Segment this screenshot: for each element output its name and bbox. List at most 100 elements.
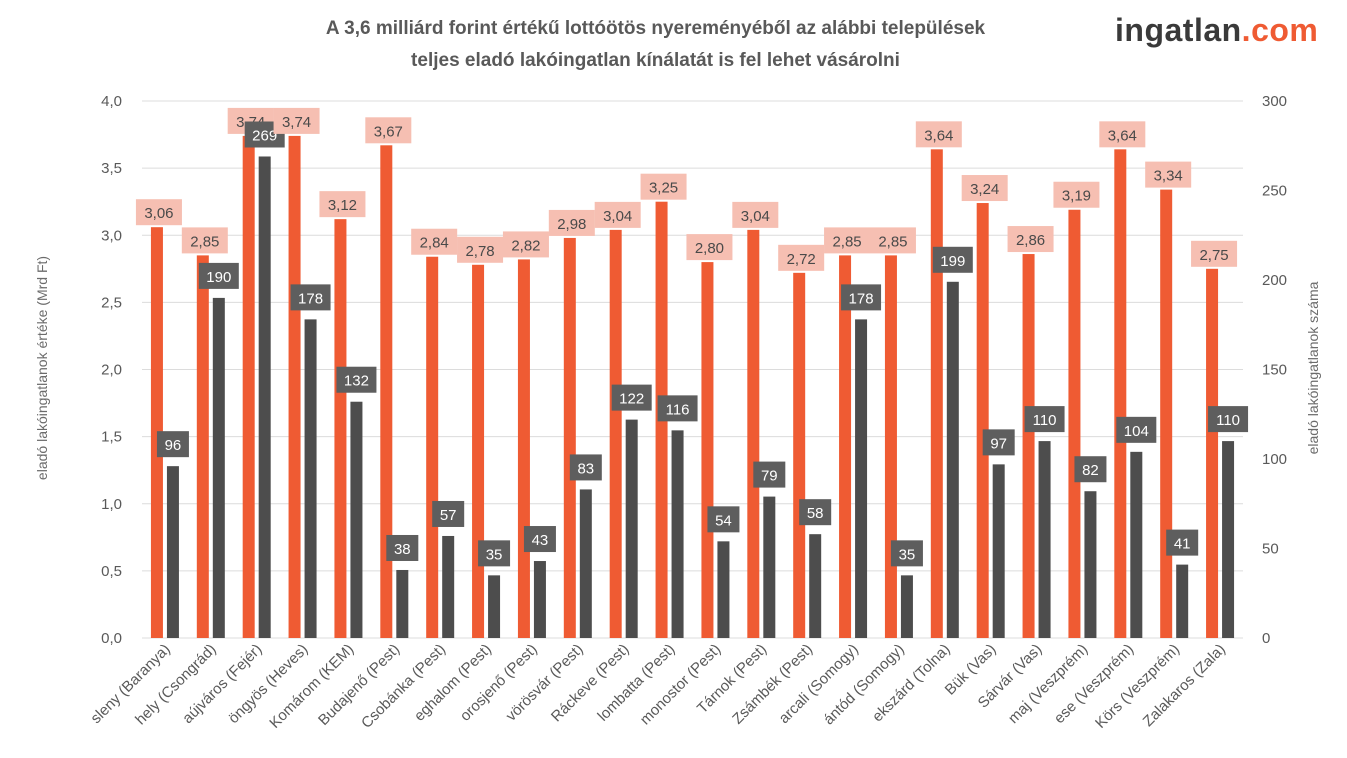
x-tick-label: monostor (Pest) xyxy=(637,641,724,728)
bar-value xyxy=(1206,268,1219,638)
data-label-value: 3,04 xyxy=(603,208,632,225)
data-label-count: 96 xyxy=(165,437,182,454)
data-label-value-bg xyxy=(502,231,549,258)
data-label-count: 97 xyxy=(990,435,1007,452)
chart-subtitle: teljes eladó lakóingatlan kínálatát is f… xyxy=(411,50,900,71)
y-tick-label: 3,0 xyxy=(101,227,122,244)
data-label-count: 79 xyxy=(761,468,778,485)
x-tick-label: öngyös (Heves) xyxy=(225,641,311,727)
bar-value xyxy=(1160,189,1173,639)
brand-suffix: .com xyxy=(1241,12,1319,48)
data-label-count-bg xyxy=(841,284,882,311)
data-label-value-bg xyxy=(1145,161,1192,188)
bar-count xyxy=(900,575,913,638)
bar-value xyxy=(196,255,209,638)
x-tick-label: sleny (Baranya) xyxy=(87,641,173,727)
bar-count xyxy=(671,430,684,638)
bars xyxy=(150,135,1235,639)
bar-value xyxy=(609,229,622,638)
data-label-count-bg xyxy=(932,246,973,273)
data-label-count: 122 xyxy=(619,391,644,408)
y-tick-label: 2,5 xyxy=(101,294,122,311)
y2-tick-label: 0 xyxy=(1262,630,1270,647)
data-label-value-bg xyxy=(869,227,916,254)
data-label-value: 2,85 xyxy=(190,233,219,250)
data-label-count: 82 xyxy=(1082,462,1099,479)
bar-count xyxy=(166,466,179,638)
data-label-value: 3,34 xyxy=(1154,168,1183,185)
data-label-value-bg xyxy=(135,199,182,226)
bar-count xyxy=(1038,441,1051,638)
x-tick-label: Zsámbék (Pest) xyxy=(729,641,816,728)
data-label-value-bg xyxy=(1007,226,1054,253)
data-label-count-bg xyxy=(753,461,786,488)
bar-value xyxy=(517,259,530,638)
data-label-value: 2,75 xyxy=(1199,247,1228,264)
data-label-value: 3,25 xyxy=(649,180,678,197)
data-label-value-bg xyxy=(594,201,641,228)
bar-count xyxy=(763,496,776,638)
data-label-value: 2,72 xyxy=(787,251,816,268)
y-tick-label: 3,5 xyxy=(101,160,122,177)
data-label-value: 3,04 xyxy=(741,208,770,225)
data-label-count-bg xyxy=(156,431,189,458)
bar-count xyxy=(533,561,546,638)
data-label-value-bg xyxy=(1191,240,1238,267)
x-tick-label: aújváros (Fejér) xyxy=(179,641,265,727)
x-tick-label: arcali (Somogy) xyxy=(776,641,862,727)
x-tick-label: Zalakaros (Zala) xyxy=(1140,641,1229,730)
bar-count xyxy=(809,534,822,638)
y-tick-label: 0,0 xyxy=(101,630,122,647)
data-label-count: 269 xyxy=(252,127,277,144)
bar-value xyxy=(563,237,576,638)
y-tick-label: 1,0 xyxy=(101,496,122,513)
data-label-count: 104 xyxy=(1124,423,1149,440)
y2-tick-label: 300 xyxy=(1262,93,1287,110)
data-label-value: 2,82 xyxy=(511,237,540,254)
data-label-count-bg xyxy=(707,506,740,533)
bar-value xyxy=(884,255,897,638)
bar-value xyxy=(242,135,255,638)
bar-count xyxy=(1130,451,1143,638)
bar-value xyxy=(1022,254,1035,639)
data-label-value-bg xyxy=(1053,181,1100,208)
data-label-value-bg xyxy=(273,107,320,134)
data-label-count: 43 xyxy=(532,532,549,549)
data-label-value: 2,84 xyxy=(420,235,449,252)
x-tick-label: ese (Veszprém) xyxy=(1051,641,1137,727)
data-label-count: 41 xyxy=(1174,536,1191,553)
x-tick-label: maj (Veszprém) xyxy=(1005,641,1091,727)
data-label-value: 3,12 xyxy=(328,197,357,214)
data-label-count-bg xyxy=(432,500,465,527)
data-label-value: 3,74 xyxy=(282,114,311,131)
data-label-count-bg xyxy=(386,534,419,561)
data-label-value: 3,24 xyxy=(970,181,999,198)
bar-count xyxy=(1222,441,1235,638)
data-label-count-bg xyxy=(1116,416,1157,443)
bar-count xyxy=(212,297,225,638)
data-label-value-bg xyxy=(915,121,962,148)
bar-value xyxy=(334,219,347,638)
data-label-count-bg xyxy=(611,384,652,411)
bar-count xyxy=(488,575,501,638)
x-tick-label: Csobánka (Pest) xyxy=(358,641,449,732)
bar-count xyxy=(946,281,959,638)
bar-value xyxy=(426,256,439,638)
data-label-count-bg xyxy=(1166,529,1199,556)
data-label-value: 2,85 xyxy=(832,233,861,250)
bar-count xyxy=(717,541,730,638)
bar-value xyxy=(288,135,301,638)
data-label-count-bg xyxy=(1208,406,1249,433)
bar-count xyxy=(992,464,1005,638)
data-label-count: 199 xyxy=(940,253,965,270)
data-label-value: 3,67 xyxy=(374,123,403,140)
data-label-value-bg xyxy=(365,117,412,144)
bar-count xyxy=(1176,564,1189,638)
data-label-value: 3,06 xyxy=(144,205,173,222)
data-label-count: 116 xyxy=(666,401,690,418)
y2-tick-label: 150 xyxy=(1262,362,1287,379)
data-label-count: 110 xyxy=(1033,412,1057,429)
data-label-count-bg xyxy=(478,540,511,567)
bar-count xyxy=(855,319,868,638)
data-label-count: 57 xyxy=(440,507,457,524)
